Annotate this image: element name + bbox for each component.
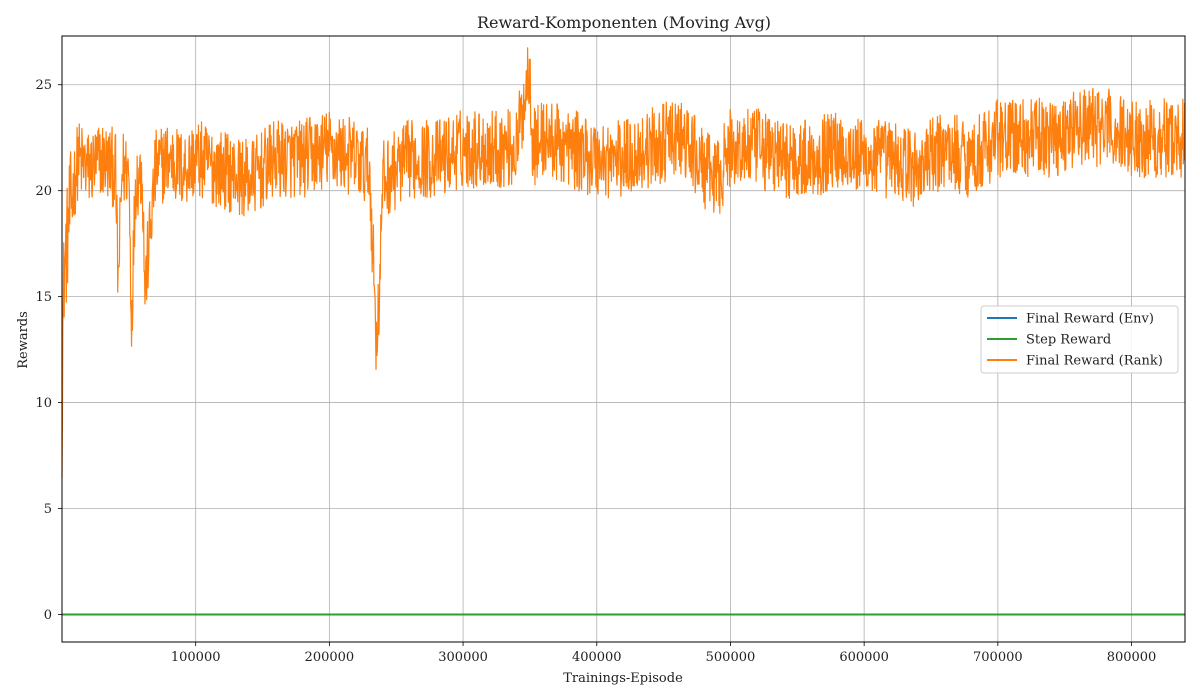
x-tick-label: 100000 [171, 650, 221, 665]
x-axis-label: Trainings-Episode [563, 671, 683, 686]
y-axis-label: Rewards [16, 311, 31, 369]
y-tick-label: 0 [44, 608, 52, 623]
x-tick-label: 700000 [973, 650, 1023, 665]
series-line-2 [61, 47, 1186, 478]
y-axis-ticks: 0 5 10 15 20 25 [35, 78, 62, 623]
y-tick-label: 20 [35, 184, 52, 199]
legend: Final Reward (Env) Step Reward Final Rewar… [980, 305, 1179, 374]
legend-label: Step Reward [1026, 333, 1111, 348]
x-tick-label: 200000 [305, 650, 355, 665]
x-tick-label: 500000 [706, 650, 756, 665]
x-tick-label: 300000 [438, 650, 488, 665]
chart-title: Reward-Komponenten (Moving Avg) [477, 13, 771, 32]
x-tick-label: 800000 [1107, 650, 1157, 665]
legend-label: Final Reward (Rank) [1026, 354, 1163, 369]
x-tick-label: 600000 [839, 650, 889, 665]
y-tick-label: 15 [35, 290, 52, 305]
y-tick-label: 10 [35, 396, 52, 411]
x-axis-ticks: 100000 200000 300000 400000 500000 600000 7000… [171, 642, 1156, 665]
y-tick-label: 5 [44, 502, 52, 517]
y-tick-label: 25 [35, 78, 52, 93]
legend-label: Final Reward (Env) [1026, 312, 1154, 327]
x-tick-label: 400000 [572, 650, 622, 665]
plot-frame [61, 35, 1186, 643]
series-layer [61, 47, 1186, 616]
legend-box [980, 305, 1179, 374]
